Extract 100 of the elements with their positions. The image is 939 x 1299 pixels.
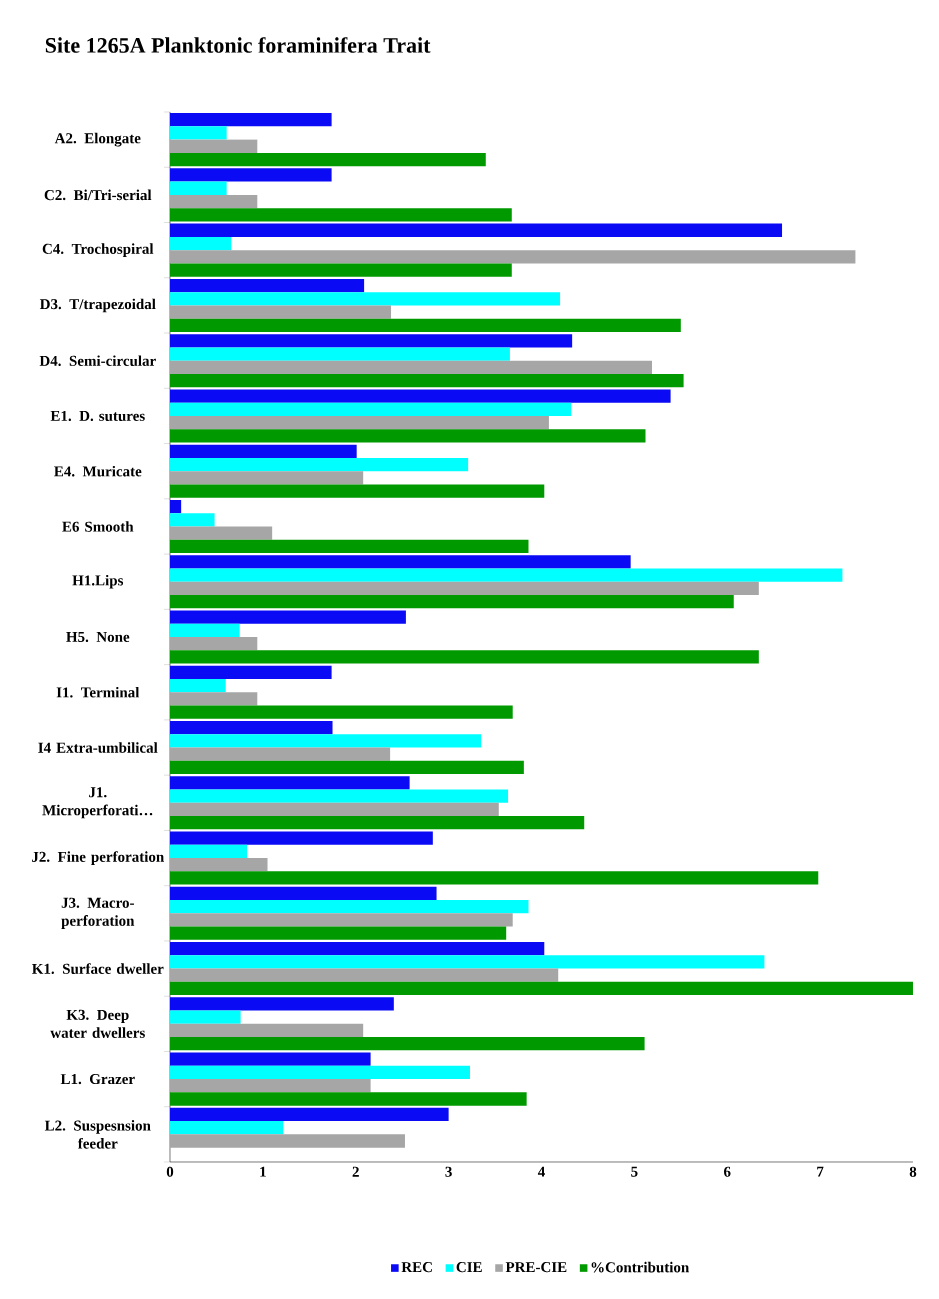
- y-tick-label: L2. Suspesnsion feeder: [44, 1120, 151, 1149]
- bar: [170, 968, 559, 982]
- bar: [170, 760, 524, 775]
- bar: [170, 389, 671, 403]
- bar: [170, 955, 765, 969]
- y-tick-label: H1.Lips: [72, 574, 124, 589]
- x-tick-label: 4: [537, 1166, 545, 1177]
- x-tick-label: 3: [445, 1166, 452, 1177]
- bar: [170, 471, 364, 485]
- bar: [170, 636, 258, 651]
- y-tick-label: A2. Elongate: [54, 132, 141, 147]
- bar: [170, 526, 273, 540]
- bar: [170, 871, 819, 885]
- bar: [170, 665, 332, 679]
- bar: [170, 168, 332, 182]
- bar: [170, 886, 437, 901]
- bar: [170, 429, 646, 443]
- bar: [170, 539, 529, 553]
- bar: [170, 581, 759, 595]
- y-tick-label: C4. Trochospiral: [42, 243, 154, 257]
- bar: [170, 555, 631, 569]
- bar: [170, 305, 392, 319]
- bar: [170, 1107, 449, 1122]
- bar: [170, 692, 258, 706]
- bar: [170, 789, 509, 803]
- y-tick-label: H5. None: [66, 631, 130, 643]
- bar: [170, 360, 653, 374]
- bar: [170, 1092, 527, 1106]
- x-tick-label: 5: [631, 1166, 638, 1177]
- y-tick-label: E6 Smooth: [62, 521, 134, 532]
- y-tick-label: L1. Grazer: [60, 1074, 135, 1085]
- x-tick-label: 0: [166, 1166, 174, 1177]
- bar: [170, 1065, 470, 1080]
- y-tick-label: J3. Macro-perforation: [61, 897, 135, 929]
- y-tick-label: D3. T/trapezoidal: [39, 298, 156, 313]
- bar: [170, 292, 561, 306]
- bar: [170, 484, 545, 498]
- bar: [170, 776, 410, 790]
- bar: [170, 858, 268, 872]
- bar: [170, 181, 227, 195]
- bar: [170, 139, 258, 153]
- bar: [170, 444, 357, 458]
- bar: [170, 844, 248, 859]
- bar: [170, 457, 469, 472]
- x-tick-label: 6: [724, 1166, 731, 1177]
- bar: [170, 1134, 405, 1148]
- bar: [170, 347, 510, 361]
- bar: [170, 831, 433, 845]
- y-tick-label: I4 Extra-umbilical: [38, 742, 158, 753]
- chart-title: Site 1265A Planktonic foraminifera Trait: [45, 37, 431, 53]
- y-tick-label: J2. Fine perforation: [32, 851, 165, 865]
- bar: [170, 981, 913, 996]
- bar: [170, 278, 365, 293]
- y-tick-label: K1. Surface dweller: [32, 963, 164, 974]
- bar: [170, 1023, 364, 1038]
- bar: [170, 208, 512, 222]
- bar: [170, 721, 333, 735]
- bar: [170, 900, 529, 914]
- bar: [170, 1010, 241, 1024]
- bar: [170, 152, 486, 167]
- y-tick-label: K3. Deep water dwellers: [50, 1009, 145, 1038]
- bar: [170, 942, 545, 956]
- x-tick-label: 2: [352, 1166, 359, 1177]
- y-tick-label: I1. Terminal: [56, 686, 140, 698]
- bar: [170, 402, 572, 416]
- x-tick-label: 8: [909, 1166, 917, 1177]
- bar: [170, 568, 843, 582]
- bar: [170, 1121, 284, 1135]
- bar: [170, 1052, 371, 1066]
- x-tick-label: 7: [817, 1166, 824, 1177]
- bar: [170, 610, 406, 624]
- y-tick-label: C2. Bi/Tri-serial: [44, 189, 152, 201]
- bar: [170, 499, 182, 514]
- bar: [170, 250, 856, 264]
- bar: [170, 816, 585, 830]
- legend-label: %Contribution: [591, 1261, 690, 1273]
- bar: [170, 913, 513, 927]
- bar: [170, 126, 227, 140]
- bar: [170, 513, 215, 527]
- bar: [170, 415, 549, 430]
- bar: [170, 623, 240, 637]
- bar: [170, 318, 681, 332]
- bar: [170, 1037, 645, 1051]
- bar: [170, 194, 258, 209]
- bar: [170, 679, 226, 693]
- bar: [170, 113, 332, 127]
- y-tick-label: E1. D. sutures: [50, 410, 145, 421]
- bar: [170, 236, 232, 251]
- bar: [170, 223, 783, 237]
- legend-label: CIE: [456, 1262, 482, 1273]
- x-tick-label: 1: [260, 1166, 266, 1177]
- bar: [170, 263, 512, 277]
- bar: [170, 926, 507, 940]
- bar: [170, 594, 734, 609]
- bar: [170, 734, 482, 748]
- y-tick-label: E4. Muricate: [54, 465, 142, 477]
- bar: [170, 705, 513, 719]
- bar: [170, 747, 391, 761]
- bar: [170, 802, 499, 817]
- bar: [170, 650, 759, 664]
